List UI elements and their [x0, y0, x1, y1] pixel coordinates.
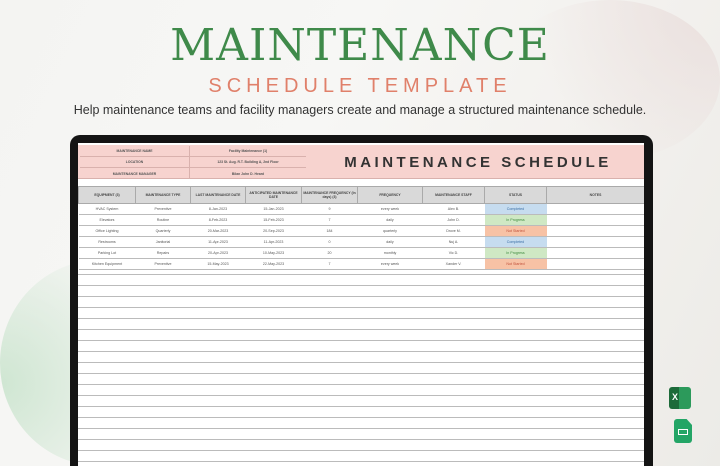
google-sheets-icon [674, 419, 692, 443]
table-cell: Janitorial [135, 236, 191, 248]
table-cell: Nuj A. [422, 236, 485, 248]
table-cell [546, 247, 644, 259]
sheet-title: MAINTENANCE SCHEDULE [344, 154, 612, 171]
table-cell: 7 [301, 214, 358, 226]
table-cell: 15-May-2023 [190, 258, 246, 270]
table-cell [546, 203, 644, 215]
table-cell: quarterly [357, 225, 423, 237]
info-label: MAINTENANCE NAME [80, 146, 190, 156]
column-header: MAINTENANCE TYPE [135, 186, 191, 204]
table-cell: Elevators [78, 214, 136, 226]
sheet-header: MAINTENANCE NAME Facility Maintenance (1)… [78, 145, 644, 179]
schedule-table: EQUIPMENT (3) MAINTENANCE TYPE LAST MAINTE… [78, 186, 644, 270]
status-badge: Completed [484, 236, 547, 248]
table-cell: 15-Feb-2023 [245, 214, 302, 226]
table-cell: 20-Sep-2023 [245, 225, 302, 237]
table-cell: 0 [301, 236, 358, 248]
excel-icon: X [669, 387, 691, 409]
table-cell: Office Lighting [78, 225, 136, 237]
table-cell: 10-May-2023 [245, 247, 302, 259]
table-cell: Vic D. [422, 247, 485, 259]
status-badge: In Progress [484, 247, 547, 259]
table-cell: every week [357, 258, 423, 270]
column-header: MAINTENANCE STAFF [422, 186, 485, 204]
table-cell: Preventive [135, 203, 191, 215]
table-cell: 7 [301, 258, 358, 270]
table-cell: 20 [301, 247, 358, 259]
table-cell: Alex B. [422, 203, 485, 215]
background-decoration [500, 0, 720, 160]
table-cell [546, 258, 644, 270]
info-label: LOCATION [80, 157, 190, 167]
status-badge: Not Started [484, 258, 547, 270]
table-cell: Repairs [135, 247, 191, 259]
spacer [78, 179, 644, 187]
table-cell [546, 236, 644, 248]
table-cell: monthly [357, 247, 423, 259]
table-cell: Kitchen Equipment [78, 258, 136, 270]
status-badge: In Progress [484, 214, 547, 226]
status-badge: Completed [484, 203, 547, 215]
table-cell: Parking Lot [78, 247, 136, 259]
column-header: FREQUENCY [357, 186, 423, 204]
table-cell: Preventive [135, 258, 191, 270]
table-cell [546, 225, 644, 237]
table-row: Elevators Routine 8-Feb-2023 15-Feb-2023 7 da… [78, 214, 644, 226]
info-value: Facility Maintenance (1) [228, 149, 268, 153]
table-cell: John D. [422, 214, 485, 226]
info-value: Bilan John D. Heard [231, 171, 265, 176]
table-cell: 8-Feb-2023 [190, 214, 246, 226]
table-cell: 20-Apr-2023 [190, 247, 246, 259]
column-header: MAINTENANCE FREQUENCY (In days) (3) [301, 186, 358, 204]
info-row: MAINTENANCE NAME Facility Maintenance (1) [80, 146, 306, 157]
table-body: HVAC System Preventive 8-Jan-2023 15-Jan-20… [78, 203, 644, 270]
info-row: MAINTENANCE MANAGER Bilan John D. Heard [80, 168, 306, 179]
table-row: Parking Lot Repairs 20-Apr-2023 10-May-2023… [78, 247, 644, 259]
column-header: LAST MAINTENANCE DATE [190, 186, 246, 204]
banner-title: MAINTENANCE [170, 20, 550, 71]
banner-description: Help maintenance teams and facility mana… [73, 103, 647, 117]
table-row: Office Lighting Quarterly 20-Mar-2023 20-Se… [78, 225, 644, 237]
table-cell: daily [357, 236, 423, 248]
table-row: HVAC System Preventive 8-Jan-2023 15-Jan-20… [78, 203, 644, 215]
table-cell: 11-Apr-2023 [190, 236, 246, 248]
info-label: MAINTENANCE MANAGER [80, 168, 190, 179]
column-header: NOTES [546, 186, 644, 204]
table-cell: 22-May-2023 [245, 258, 302, 270]
status-badge: Not Started [484, 225, 547, 237]
table-cell: 9 [301, 203, 358, 215]
table-cell: 11-Apr-2023 [245, 236, 302, 248]
table-cell: Drove M. [422, 225, 485, 237]
table-cell: 184 [301, 225, 358, 237]
table-cell: HVAC System [78, 203, 136, 215]
table-cell: 15-Jan-2023 [245, 203, 302, 215]
table-cell: daily [357, 214, 423, 226]
column-header: EQUIPMENT (3) [78, 186, 136, 204]
table-cell [546, 214, 644, 226]
table-row: Kitchen Equipment Preventive 15-May-2023 22… [78, 258, 644, 270]
info-value: 123 St. Aug. R.T. Building A, 2nd Floor [217, 160, 279, 164]
table-cell: 8-Jan-2023 [190, 203, 246, 215]
table-cell: every week [357, 203, 423, 215]
table-cell: Restrooms [78, 236, 136, 248]
header-row: EQUIPMENT (3) MAINTENANCE TYPE LAST MAINTE… [78, 186, 644, 204]
table-cell: 20-Mar-2023 [190, 225, 246, 237]
table-row: Restrooms Janitorial 11-Apr-2023 11-Apr-202… [78, 236, 644, 248]
table-cell: Quarterly [135, 225, 191, 237]
table-cell: Routine [135, 214, 191, 226]
banner-subtitle: SCHEDULE TEMPLATE [208, 75, 512, 97]
column-header: STATUS [484, 186, 547, 204]
column-header: ANTICIPATED MAINTENANCE DATE [245, 186, 302, 204]
spreadsheet-preview: MAINTENANCE NAME Facility Maintenance (1)… [78, 143, 644, 466]
table-cell: Xander V. [422, 258, 485, 270]
info-row: LOCATION 123 St. Aug. R.T. Building A, 2n… [80, 157, 306, 168]
